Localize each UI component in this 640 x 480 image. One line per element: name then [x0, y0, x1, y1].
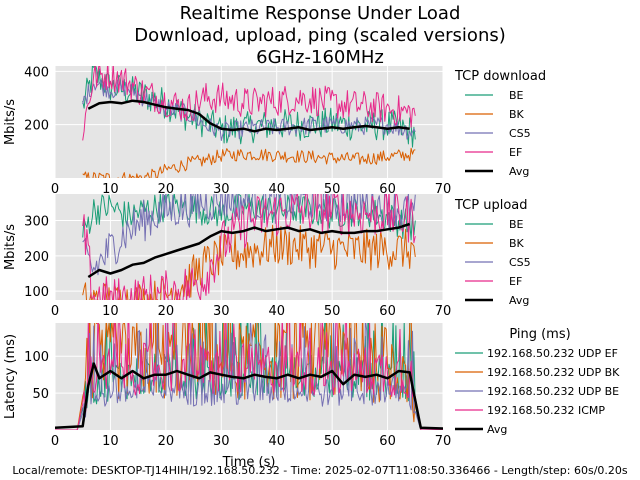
- legend-title: TCP upload: [454, 198, 528, 213]
- x-tick-label: 40: [268, 304, 285, 319]
- x-tick-label: 60: [379, 304, 396, 319]
- x-tick-label: 50: [324, 434, 341, 449]
- panel-3: 0 10 20 30 40 50 60 70 50 100 Latency (ms) Time (s)…: [3, 323, 620, 470]
- footer-info: Local/remote: DESKTOP-TJ14HIH/192.168.50…: [12, 464, 628, 477]
- legend-label: 192.168.50.232 ICMP: [487, 404, 605, 417]
- x-tick-label: 30: [213, 304, 230, 319]
- panel-1: 0 10 20 30 40 50 60 70 200 400 Mbits/s TCP download…: [3, 65, 546, 197]
- legend-label: BE: [509, 218, 524, 231]
- series-line-avg: [55, 362, 443, 430]
- panel-2: 0 10 20 30 40 50 60 70 100 200 300 Mbits/s TCP uploa…: [3, 194, 531, 319]
- y-axis-label: Mbits/s: [3, 99, 18, 145]
- legend-label: EF: [509, 146, 522, 159]
- x-tick-label: 20: [158, 304, 175, 319]
- chart-title-line-3: 6GHz-160MHz: [256, 47, 384, 68]
- series-line-avg: [87, 222, 411, 279]
- legend-label: Avg: [509, 165, 529, 178]
- series-line-192-168-50-232-udp-be: [55, 323, 443, 430]
- legend: TCP download BE BK CS5 EF Avg: [454, 69, 546, 178]
- series-line-bk: [82, 147, 416, 178]
- x-tick-label: 0: [51, 182, 59, 197]
- y-tick-label: 100: [24, 350, 49, 365]
- legend-label: EF: [509, 275, 522, 288]
- legend-label: BK: [509, 237, 525, 250]
- y-tick-label: 100: [24, 285, 49, 300]
- y-tick-label: 50: [32, 387, 49, 402]
- x-tick-label: 10: [102, 182, 119, 197]
- legend-title: TCP download: [454, 69, 546, 84]
- series-lines: [82, 194, 416, 300]
- plot-background: [55, 194, 443, 300]
- x-tick-label: 10: [102, 434, 119, 449]
- x-tick-label: 40: [268, 182, 285, 197]
- legend-title: Ping (ms): [509, 327, 570, 342]
- legend-label: BE: [509, 89, 524, 102]
- legend-label: 192.168.50.232 UDP BE: [487, 385, 619, 398]
- legend-label: Avg: [509, 294, 529, 307]
- x-tick-label: 20: [158, 434, 175, 449]
- x-tick-label: 0: [51, 304, 59, 319]
- legend-label: CS5: [509, 256, 531, 269]
- x-tick-label: 0: [51, 434, 59, 449]
- legend: TCP upload BE BK CS5 EF Avg: [454, 198, 531, 307]
- x-tick-label: 50: [324, 304, 341, 319]
- y-axis-label: Mbits/s: [3, 224, 18, 270]
- y-tick-label: 200: [24, 250, 49, 265]
- x-tick-label: 40: [268, 434, 285, 449]
- y-tick-label: 200: [24, 119, 49, 134]
- x-tick-label: 10: [102, 304, 119, 319]
- x-tick-label: 30: [213, 434, 230, 449]
- series-line-bk: [82, 224, 416, 300]
- series-line-avg: [87, 99, 410, 133]
- series-lines: [82, 66, 416, 178]
- series-line-ef: [82, 194, 416, 300]
- series-line-cs5: [82, 194, 416, 276]
- series-lines: [55, 323, 443, 430]
- chart-title-line-2: Download, upload, ping (scaled versions): [134, 25, 506, 46]
- series-line-192-168-50-232-icmp: [55, 323, 443, 430]
- x-tick-label: 30: [213, 182, 230, 197]
- y-axis-label: Latency (ms): [3, 334, 18, 419]
- x-tick-label: 50: [324, 182, 341, 197]
- x-tick-label: 60: [379, 182, 396, 197]
- legend-label: 192.168.50.232 UDP EF: [487, 347, 618, 360]
- legend-label: Avg: [487, 423, 507, 436]
- x-tick-label: 70: [435, 304, 452, 319]
- legend-label: 192.168.50.232 UDP BK: [487, 366, 620, 379]
- y-tick-label: 400: [24, 65, 49, 80]
- y-tick-label: 300: [24, 215, 49, 230]
- x-tick-label: 20: [158, 182, 175, 197]
- x-tick-label: 70: [435, 182, 452, 197]
- x-tick-label: 60: [379, 434, 396, 449]
- series-line-192-168-50-232-udp-bk: [55, 323, 443, 430]
- legend-label: BK: [509, 108, 525, 121]
- series-line-cs5: [82, 79, 416, 141]
- chart-title-line-1: Realtime Response Under Load: [180, 3, 461, 24]
- legend: Ping (ms) 192.168.50.232 UDP EF 192.168.50…: [455, 327, 620, 436]
- x-tick-label: 70: [435, 434, 452, 449]
- legend-label: CS5: [509, 127, 531, 140]
- x-axis-label: Time (s): [222, 455, 276, 470]
